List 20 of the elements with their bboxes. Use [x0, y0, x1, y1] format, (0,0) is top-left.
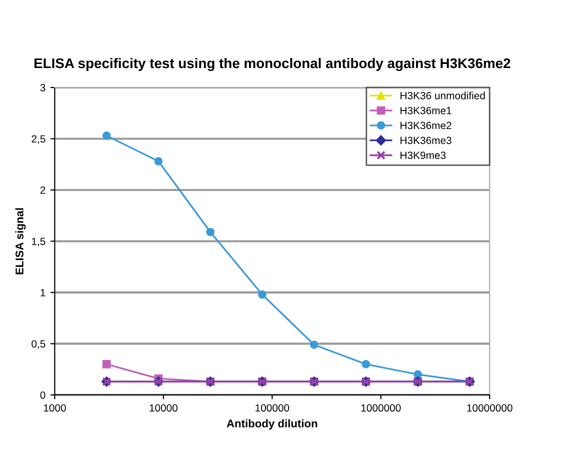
y-tick-label: 2	[40, 186, 46, 194]
x-axis-title: Antibody dilution	[226, 419, 318, 430]
legend-label: H3K36me1	[400, 106, 452, 114]
y-axis-title: ELISA signal	[15, 208, 26, 274]
chart-title: ELISA specificity test using the monoclonal antibody against H3K36me2	[34, 58, 510, 72]
x-tick-label: 1000000	[361, 404, 401, 412]
y-tick-label: 0,5	[32, 340, 46, 349]
y-tick-label: 1,5	[32, 238, 46, 246]
y-tick-label: 2,5	[32, 135, 46, 144]
x-tick-label: 100000	[256, 404, 290, 412]
y-tick-label: 0	[40, 391, 46, 399]
legend-label: H3K36me2	[400, 122, 452, 130]
x-tick-label: 10000000	[467, 404, 512, 412]
legend-label: H3K9me3	[400, 152, 446, 159]
y-tick-label: 1	[40, 289, 46, 296]
y-tick-label: 3	[40, 84, 46, 92]
x-tick-label: 10000	[150, 404, 178, 412]
x-tick-label: 1000	[44, 404, 66, 412]
legend-label: H3K36me3	[400, 136, 452, 144]
legend-label: H3K36 unmodified	[400, 92, 485, 100]
